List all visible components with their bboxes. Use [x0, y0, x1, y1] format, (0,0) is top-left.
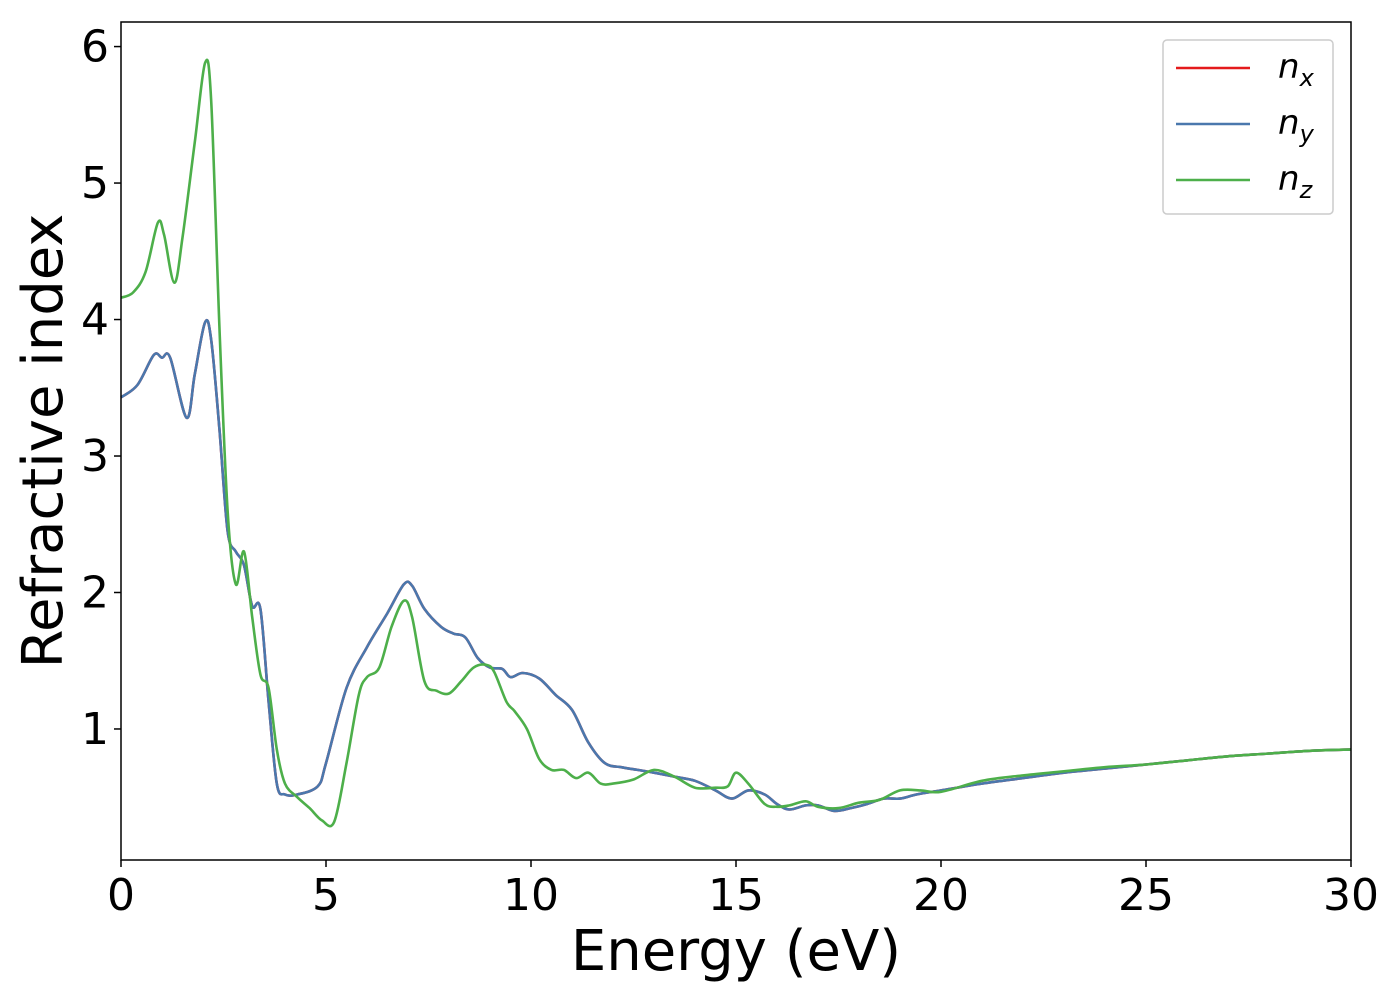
x-tick-label: 25: [1118, 870, 1174, 921]
series-layer: [120, 58, 1352, 828]
series-line-nx: [120, 318, 1352, 813]
y-tick-label: 1: [81, 704, 109, 755]
legend-box: [1162, 39, 1334, 215]
y-axis-label: Refractive index: [11, 214, 76, 669]
x-tick-label: 5: [312, 870, 340, 921]
x-axis-label: Energy (eV): [571, 919, 901, 984]
y-tick-label: 6: [81, 22, 109, 73]
legend-label: nz: [1278, 159, 1314, 204]
x-axis-ticks: 0 5 10 15 20 25 30: [107, 860, 1379, 921]
series-line-nz: [120, 58, 1352, 828]
y-tick-label: 5: [81, 158, 109, 209]
x-tick-label: 30: [1323, 870, 1379, 921]
y-tick-label: 3: [81, 431, 109, 482]
legend-label: nx: [1278, 47, 1315, 92]
legend: nx ny nz: [1162, 39, 1334, 215]
x-tick-label: 20: [913, 870, 969, 921]
x-tick-label: 10: [503, 870, 559, 921]
x-tick-label: 0: [107, 870, 135, 921]
legend-label: ny: [1278, 103, 1315, 148]
x-tick-label: 15: [708, 870, 764, 921]
y-tick-label: 2: [81, 567, 109, 618]
y-axis-ticks: 1 2 3 4 5 6: [81, 22, 121, 755]
series-line-ny: [120, 318, 1352, 813]
y-tick-label: 4: [81, 295, 109, 346]
